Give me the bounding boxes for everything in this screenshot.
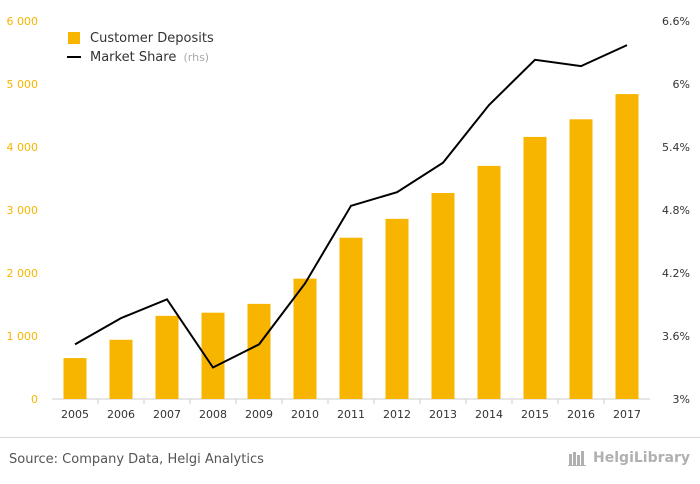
left-tick-label: 2 000 (7, 267, 39, 280)
left-tick-label: 3 000 (7, 204, 39, 217)
bar-2007 (155, 315, 179, 399)
x-tick-label: 2012 (383, 408, 411, 421)
left-tick-label: 4 000 (7, 141, 39, 154)
bar-series (63, 94, 639, 400)
x-tick-label: 2008 (199, 408, 227, 421)
source-note: Source: Company Data, Helgi Analytics (9, 452, 264, 467)
legend-market-share-name: Market Share (90, 50, 176, 65)
bar-2016 (569, 119, 593, 399)
x-tick-label: 2017 (613, 408, 641, 421)
right-tick-label: 4.8% (662, 204, 690, 217)
bar-2013 (431, 192, 455, 399)
left-tick-label: 0 (31, 393, 38, 406)
right-tick-label: 4.2% (662, 267, 690, 280)
x-tick-label: 2005 (61, 408, 89, 421)
x-tick-label: 2011 (337, 408, 365, 421)
bar-2010 (293, 278, 317, 399)
x-tick-label: 2013 (429, 408, 457, 421)
right-tick-label: 3.6% (662, 330, 690, 343)
brand-name: HelgiLibrary (593, 450, 690, 466)
market-share-line (74, 44, 628, 369)
right-tick-label: 5.4% (662, 141, 690, 154)
x-tick-label: 2016 (567, 408, 595, 421)
bar-2015 (523, 136, 547, 400)
right-tick-label: 6% (673, 78, 690, 91)
books-icon (568, 451, 587, 466)
right-tick-label: 3% (673, 393, 690, 406)
legend-label-market-share: Market Share (rhs) (90, 50, 209, 65)
bar-2012 (385, 218, 409, 399)
left-tick-label: 1 000 (7, 330, 39, 343)
brand-logo: HelgiLibrary (568, 450, 690, 466)
x-tick-label: 2006 (107, 408, 135, 421)
right-tick-label: 6.6% (662, 15, 690, 28)
x-tick-label: 2014 (475, 408, 503, 421)
x-tick-label: 2009 (245, 408, 273, 421)
legend-market-share-suffix: (rhs) (183, 51, 209, 64)
bar-2005 (63, 358, 87, 399)
bar-2006 (109, 339, 133, 399)
left-tick-label: 5 000 (7, 78, 39, 91)
legend-swatch-deposits (68, 32, 80, 44)
bar-2014 (477, 165, 501, 399)
x-tick-label: 2007 (153, 408, 181, 421)
bar-2008 (201, 312, 225, 399)
x-axis-labels: 2005 2006 2007 2008 2009 2010 2011 2012 2013 2014… (61, 399, 641, 421)
combo-chart: 0 1 000 2 000 3 000 4 000 5 000 6 000 3% 3.6% 4.… (7, 15, 691, 421)
right-axis-ticks: 3% 3.6% 4.2% 4.8% 5.4% 6% 6.6% (662, 15, 690, 406)
legend: Customer Deposits Market Share (rhs) (67, 31, 214, 65)
footer: Source: Company Data, Helgi Analytics He… (0, 437, 700, 484)
bar-2009 (247, 303, 271, 399)
left-tick-label: 6 000 (7, 15, 39, 28)
x-tick-label: 2015 (521, 408, 549, 421)
legend-label-deposits: Customer Deposits (90, 31, 214, 46)
left-axis-ticks: 0 1 000 2 000 3 000 4 000 5 000 6 000 (7, 15, 39, 406)
bar-2017 (615, 94, 639, 399)
bar-2011 (339, 237, 363, 399)
x-tick-label: 2010 (291, 408, 319, 421)
